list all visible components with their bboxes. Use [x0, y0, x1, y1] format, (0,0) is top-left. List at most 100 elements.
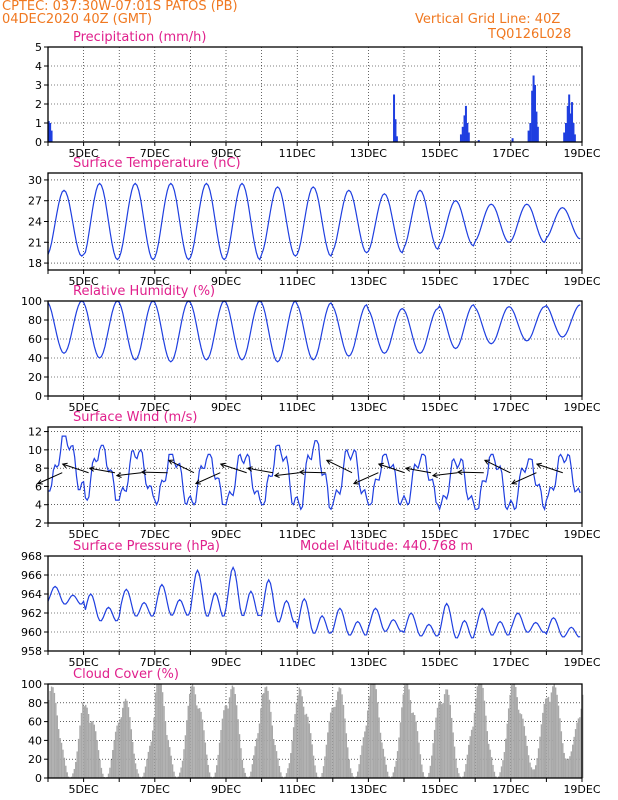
cloud-bar	[409, 700, 412, 778]
cloud-bar	[381, 742, 383, 778]
cloud-bar	[572, 744, 574, 778]
cloud-bar	[146, 759, 148, 778]
cloud-bar	[351, 773, 353, 778]
cloud-xtick-label: 19DEC	[563, 783, 600, 796]
cloud-bar	[576, 722, 578, 778]
cloud-bar	[301, 696, 303, 778]
cloud-bar	[516, 697, 518, 778]
cloud-bar	[469, 736, 471, 778]
cloud-bar	[563, 752, 565, 778]
cloud-bar	[361, 745, 363, 778]
cloud-bar	[255, 738, 258, 778]
cloud-bar	[198, 708, 201, 778]
rh-xtick-label: 11DEC	[279, 401, 316, 414]
cloud-bar	[102, 773, 104, 778]
cloud-bar	[151, 730, 154, 778]
precip-bar	[535, 111, 538, 142]
precip-bar	[536, 126, 539, 142]
cloud-bar	[458, 773, 460, 778]
cloud-bar	[261, 694, 264, 778]
cloud-bar	[157, 684, 160, 778]
cloud-bar	[449, 704, 451, 778]
pressure-ytick-label: 958	[21, 645, 42, 658]
cloud-bar	[497, 776, 500, 778]
cloud-bar	[72, 773, 74, 778]
cloud-xtick-label: 7DEC	[140, 783, 170, 796]
temp-xtick-label: 13DEC	[350, 275, 387, 288]
cloud-bar	[347, 747, 349, 778]
cloud-panel-title: Cloud Cover (%)	[73, 667, 179, 682]
pressure-panel-title: Surface Pressure (hPa)	[73, 539, 220, 554]
wind-vector	[457, 471, 484, 474]
cloud-bar	[208, 772, 211, 778]
cloud-bar	[362, 737, 365, 778]
cloud-bar	[402, 694, 404, 778]
cloud-bar	[433, 729, 436, 778]
pressure-frame	[47, 555, 583, 652]
cloud-bar	[312, 755, 315, 778]
cloud-bar	[87, 714, 90, 778]
cloud-bar	[480, 684, 483, 778]
cloud-bar	[405, 684, 407, 778]
pressure-panel-subtitle: Model Altitude: 440.768 m	[300, 539, 473, 554]
cloud-ytick-label: 80	[28, 697, 42, 710]
cloud-xtick-label: 11DEC	[279, 783, 316, 796]
cloud-bar	[237, 719, 239, 778]
cloud-bar	[485, 715, 487, 778]
model-code: TQ0126L028	[488, 27, 572, 42]
cloud-bar	[62, 749, 64, 778]
station-header: CPTEC: 037:30W-07:01S PATOS (PB)	[2, 0, 238, 14]
cloud-bar	[57, 729, 60, 778]
cloud-bar	[502, 760, 504, 778]
cloud-bar	[248, 776, 251, 778]
cloud-bar	[489, 749, 491, 778]
cloud-bar	[123, 701, 125, 778]
cloud-bar	[240, 748, 242, 778]
cloud-bar	[196, 705, 198, 778]
rh-xtick-label: 13DEC	[350, 401, 387, 414]
wind-ytick-label: 12	[28, 426, 42, 439]
cloud-bar	[220, 729, 222, 778]
precip-bar	[531, 90, 534, 142]
wind-arrowhead	[377, 462, 384, 469]
temp-xtick-label: 15DEC	[421, 275, 458, 288]
cloud-bar	[253, 755, 255, 778]
cloud-bar	[476, 686, 479, 778]
cloud-bar	[244, 772, 246, 778]
cloud-bar	[107, 773, 110, 778]
cloud-bar	[513, 684, 516, 778]
cloud-bar	[294, 714, 296, 778]
pressure-ytick-label: 966	[21, 569, 42, 582]
cloud-bar	[580, 708, 582, 778]
pressure-xtick-label: 13DEC	[350, 656, 387, 669]
cloud-bar	[462, 776, 464, 778]
cloud-bar	[329, 712, 332, 778]
cloud-bar	[238, 734, 241, 778]
cloud-bar	[439, 700, 442, 778]
cloud-bar	[422, 772, 424, 778]
cloud-bar	[112, 750, 114, 778]
cloud-bar	[93, 724, 95, 778]
cloud-bar	[83, 706, 86, 778]
wind-panel-title: Surface Wind (m/s)	[73, 410, 197, 425]
cloud-bar	[181, 760, 184, 778]
cloud-bar	[159, 684, 161, 778]
cloud-bar	[231, 685, 234, 778]
cloud-bar	[183, 749, 185, 778]
cloud-bar	[228, 697, 231, 778]
rh-ytick-label: 80	[28, 314, 42, 327]
cloud-bar	[217, 754, 219, 778]
wind-xtick-label: 5DEC	[69, 528, 99, 541]
cloud-bar	[379, 732, 382, 778]
cloud-bar	[55, 702, 57, 778]
cloud-bar	[63, 757, 66, 778]
cloud-bar	[337, 691, 339, 778]
cloud-bar	[173, 771, 175, 778]
cloud-bar	[435, 717, 437, 778]
pressure-xtick-label: 19DEC	[563, 656, 600, 669]
pressure-ytick-label: 964	[21, 588, 42, 601]
cloud-bar	[432, 743, 434, 778]
cloud-bar	[263, 693, 265, 778]
cloud-bar	[456, 767, 459, 778]
cloud-bar	[349, 768, 352, 778]
